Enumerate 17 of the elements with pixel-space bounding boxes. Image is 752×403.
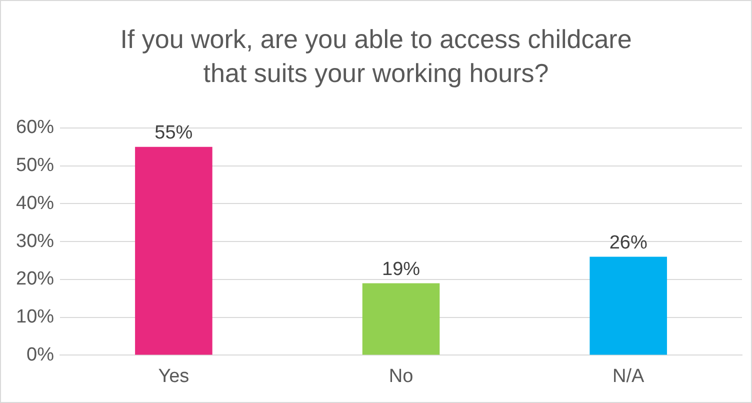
chart-title: If you work, are you able to access childcare that suits your working hours? [119,23,633,90]
y-tick-label: 50% [16,155,54,176]
y-tick-label: 10% [16,306,54,328]
y-tick-label: 0% [26,344,54,366]
bar [135,146,212,355]
y-tick-label: 20% [16,268,54,290]
x-tick-label: N/A [612,366,644,387]
data-label: 26% [609,232,648,254]
y-tick-label: 40% [16,192,54,214]
y-tick-label: 60% [16,117,54,138]
x-tick-label: Yes [158,366,190,387]
bar [362,283,440,355]
x-tick-label: No [388,366,414,387]
data-label: 19% [382,258,420,280]
data-label: 55% [154,122,193,144]
bar [590,256,667,355]
y-tick-label: 30% [16,230,54,252]
